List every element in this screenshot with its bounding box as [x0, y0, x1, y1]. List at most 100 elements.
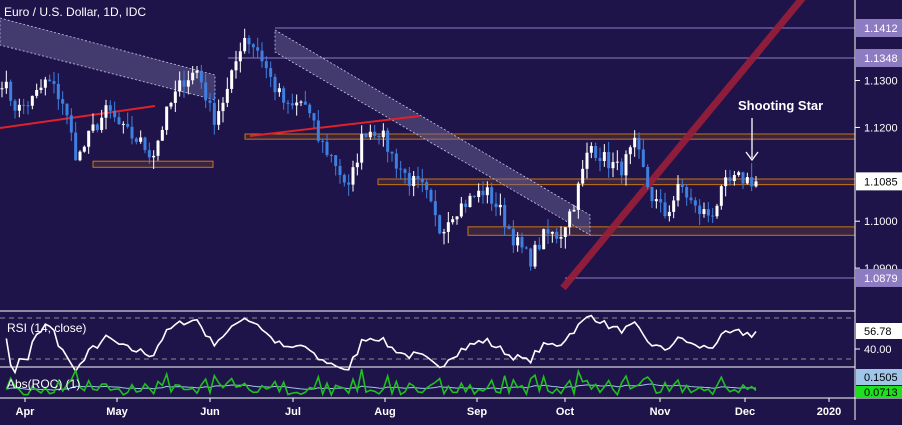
- candle-body: [693, 200, 697, 206]
- rsi-value: 56.78: [864, 326, 892, 338]
- candle-body: [165, 106, 169, 131]
- x-tick-label: Oct: [556, 406, 575, 418]
- candle-body: [208, 100, 212, 103]
- candle-body: [13, 100, 17, 111]
- candle-body: [481, 190, 485, 196]
- candle-body: [724, 177, 728, 187]
- candle-body: [403, 169, 407, 173]
- candle-body: [438, 215, 442, 234]
- candle-body: [316, 120, 320, 141]
- rsi-label: RSI (14, close): [7, 321, 86, 335]
- candle-body: [195, 70, 199, 73]
- candle-body: [676, 183, 680, 201]
- candle-body: [420, 179, 424, 183]
- candle-body: [485, 187, 489, 196]
- candle-body: [269, 68, 273, 77]
- candle-body: [737, 172, 741, 176]
- x-tick-label: Jun: [200, 406, 220, 418]
- candle-body: [377, 135, 381, 138]
- candle-body: [607, 152, 611, 169]
- price-axis[interactable]: 1.13001.12001.10001.09001.14121.13481.08…: [855, 19, 902, 287]
- candle-body: [572, 209, 576, 212]
- candle-body: [126, 123, 130, 127]
- candle-body: [589, 146, 593, 153]
- candle-body: [0, 88, 4, 90]
- candle-body: [715, 205, 719, 217]
- level-badge-label: 1.0879: [864, 273, 898, 285]
- candle-body: [611, 162, 615, 169]
- roc-value: 0.1505: [864, 372, 898, 384]
- candle-body: [212, 102, 216, 125]
- y-tick-label: 1.1000: [864, 216, 898, 228]
- rsi-value-badge: [856, 323, 902, 339]
- candle-body: [303, 101, 307, 105]
- candle-body: [87, 130, 91, 147]
- candle-body: [4, 81, 8, 89]
- candle-body: [507, 226, 511, 229]
- candle-body: [325, 141, 329, 156]
- candle-body: [520, 237, 524, 248]
- time-axis[interactable]: Apr May Jun Jul Aug Sep Oct Nov Dec 2020: [16, 398, 842, 418]
- support-resistance-zone: [92, 160, 214, 168]
- candle-body: [173, 91, 177, 103]
- candle-body: [139, 137, 143, 142]
- candle-body: [719, 186, 723, 206]
- candle-body: [472, 195, 476, 197]
- candle-body: [351, 167, 355, 185]
- candle-body: [628, 147, 632, 155]
- support-resistance-zone: [244, 133, 856, 140]
- candle-body: [546, 229, 550, 234]
- candle-body: [702, 209, 706, 215]
- x-tick-label: 2020: [817, 406, 841, 418]
- candle-body: [685, 187, 689, 198]
- candle-body: [381, 130, 385, 138]
- candle-body: [104, 105, 108, 118]
- candle-body: [524, 247, 528, 249]
- candle-body: [750, 177, 754, 187]
- candle-body: [689, 197, 693, 201]
- candle-body: [451, 219, 455, 223]
- candle-body: [286, 102, 290, 104]
- candle-body: [741, 172, 745, 184]
- candle-body: [455, 216, 459, 220]
- candle-body: [22, 104, 26, 106]
- candle-body: [559, 236, 563, 239]
- candle-body: [637, 137, 641, 150]
- candle-body: [143, 137, 147, 151]
- candle-body: [238, 51, 242, 62]
- candle-body: [429, 189, 433, 202]
- candle-body: [78, 151, 82, 161]
- roc-ma-value-badge: [856, 386, 902, 398]
- candle-body: [321, 140, 325, 142]
- candle-body: [199, 70, 203, 83]
- candle-body: [633, 137, 637, 148]
- candle-body: [360, 133, 364, 163]
- candle-body: [390, 151, 394, 154]
- candle-body: [698, 205, 702, 215]
- candle-body: [74, 132, 78, 161]
- candle-body: [373, 131, 377, 136]
- candle-body: [251, 44, 255, 48]
- candle-body: [503, 204, 507, 227]
- level-badge-label: 1.1412: [864, 23, 898, 35]
- last-price-badge: [856, 172, 902, 191]
- candle-body: [433, 201, 437, 216]
- candle-body: [221, 102, 225, 112]
- major-uptrend-line: [560, 0, 806, 291]
- candle-body: [225, 88, 229, 103]
- candle-body: [243, 37, 247, 52]
- candle-body: [113, 110, 117, 118]
- level-badge: [856, 19, 902, 37]
- candle-body: [117, 117, 121, 125]
- candles: [0, 28, 758, 271]
- candle-body: [464, 203, 468, 208]
- candle-body: [663, 202, 667, 217]
- candle-body: [494, 203, 498, 208]
- candle-body: [650, 187, 654, 202]
- roc-ma-value: 0.0713: [864, 387, 898, 399]
- candle-body: [52, 81, 56, 84]
- candle-body: [576, 183, 580, 210]
- candle-body: [680, 183, 684, 188]
- candle-body: [555, 231, 559, 239]
